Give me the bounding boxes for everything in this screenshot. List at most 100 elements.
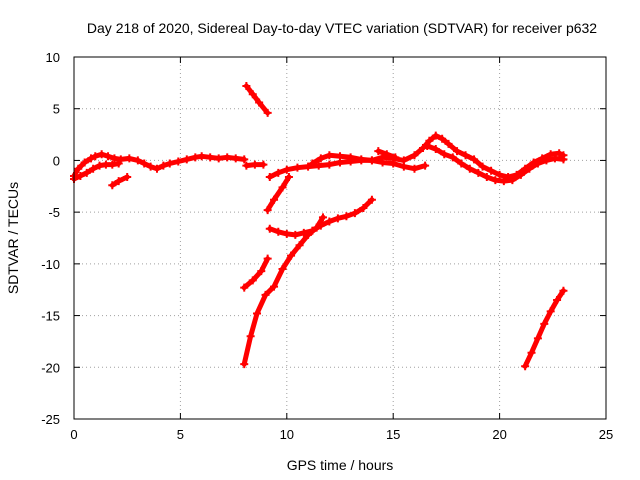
- data-point: [91, 152, 100, 161]
- data-point: [263, 108, 272, 117]
- data-series: [521, 286, 568, 371]
- data-point: [259, 160, 268, 169]
- data-point: [274, 168, 283, 177]
- data-point: [95, 161, 104, 170]
- data-point: [274, 227, 283, 236]
- data-point: [491, 176, 500, 185]
- data-point: [255, 98, 264, 107]
- data-point: [240, 360, 249, 369]
- data-point: [231, 154, 240, 163]
- series-trace: [241, 214, 326, 367]
- data-point: [325, 217, 334, 226]
- data-point: [159, 161, 168, 170]
- data-point: [197, 152, 206, 161]
- data-point: [440, 150, 449, 159]
- data-point: [418, 144, 427, 153]
- data-point: [242, 81, 251, 90]
- data-point: [555, 149, 564, 158]
- data-point: [342, 212, 351, 221]
- data-point: [242, 161, 251, 170]
- data-point: [559, 286, 568, 295]
- data-point: [546, 307, 555, 316]
- data-point: [152, 164, 161, 173]
- data-point: [110, 154, 119, 163]
- data-series: [242, 81, 272, 117]
- data-point: [359, 204, 368, 213]
- data-point: [240, 155, 249, 164]
- data-point: [516, 170, 525, 179]
- data-point: [482, 172, 491, 181]
- data-series: [240, 254, 272, 292]
- data-series: [108, 172, 132, 190]
- data-series: [265, 156, 430, 181]
- data-point: [316, 154, 325, 163]
- data-point: [533, 159, 542, 168]
- data-point: [74, 164, 83, 173]
- data-point: [461, 151, 470, 160]
- data-point: [270, 195, 279, 204]
- data-point: [248, 276, 257, 285]
- x-tick-label: 0: [70, 427, 77, 442]
- data-point: [410, 151, 419, 160]
- data-point: [263, 254, 272, 263]
- x-tick-label: 15: [386, 427, 400, 442]
- data-point: [312, 223, 321, 232]
- series-trace: [265, 174, 292, 213]
- data-point: [87, 154, 96, 163]
- x-axis-label: GPS time / hours: [287, 457, 394, 473]
- data-point: [304, 162, 313, 171]
- data-point: [559, 155, 568, 164]
- data-point: [431, 145, 440, 154]
- data-series: [423, 141, 568, 186]
- y-tick-label: -5: [48, 205, 60, 220]
- data-point: [278, 183, 287, 192]
- data-point: [80, 158, 89, 167]
- x-tick-label: 25: [599, 427, 613, 442]
- data-point: [487, 166, 496, 175]
- x-tick-label: 5: [177, 427, 184, 442]
- data-point: [325, 151, 334, 160]
- y-tick-label: -10: [41, 257, 60, 272]
- data-point: [282, 165, 291, 174]
- data-point: [206, 153, 215, 162]
- series-trace: [243, 83, 271, 116]
- data-point: [146, 162, 155, 171]
- data-point: [421, 161, 430, 170]
- data-point: [525, 164, 534, 173]
- series-trace: [241, 256, 271, 291]
- data-point: [191, 153, 200, 162]
- data-point: [508, 176, 517, 185]
- data-point: [431, 131, 440, 140]
- data-point: [108, 160, 117, 169]
- data-point: [257, 267, 266, 276]
- y-tick-label: -20: [41, 360, 60, 375]
- data-series: [70, 150, 249, 180]
- data-point: [123, 172, 132, 181]
- data-point: [550, 154, 559, 163]
- data-point: [542, 156, 551, 165]
- data-point: [470, 155, 479, 164]
- data-point: [263, 206, 272, 215]
- axis-ticks: 0 5 10 15 20 25 10 5 0 -5 -10 -15 -20 -25: [41, 50, 613, 442]
- data-point: [246, 332, 255, 341]
- data-point: [465, 164, 474, 173]
- data-point: [304, 230, 313, 239]
- data-point: [214, 154, 223, 163]
- data-point: [82, 168, 91, 177]
- data-point: [295, 241, 304, 250]
- data-point: [438, 134, 447, 143]
- series-trace: [424, 143, 566, 184]
- data-series: [242, 160, 268, 170]
- data-point: [265, 172, 274, 181]
- data-point: [282, 229, 291, 238]
- data-point: [308, 159, 317, 168]
- data-point: [133, 156, 142, 165]
- grid-lines: [74, 57, 606, 419]
- data-point: [453, 147, 462, 156]
- y-tick-label: -25: [41, 412, 60, 427]
- data-point: [478, 162, 487, 171]
- data-point: [114, 159, 123, 168]
- data-point: [114, 177, 123, 186]
- data-point: [553, 296, 562, 305]
